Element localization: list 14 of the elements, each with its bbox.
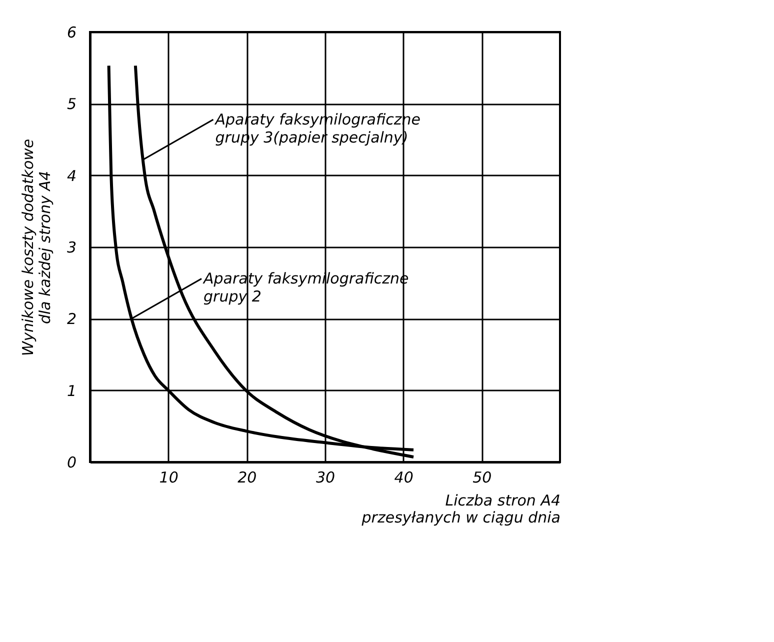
x-tick-label: 40 (394, 468, 414, 486)
x-tick-label: 10 (159, 468, 178, 486)
x-tick-label: 20 (238, 468, 257, 486)
x-axis-title: Liczba stron A4 przesyłanych w ciągu dnia (360, 492, 560, 526)
x-tick-label: 50 (472, 468, 492, 486)
y-tick-label: 4 (66, 166, 76, 185)
x-tick-label: 30 (316, 468, 336, 486)
y-tick-label: 1 (66, 382, 76, 400)
y-tick-label: 6 (66, 24, 76, 42)
y-tick-label: 5 (66, 95, 76, 114)
y-tick-label: 0 (66, 454, 76, 472)
y-tick-label: 3 (66, 238, 76, 256)
y-axis-title: Wynikowe koszty dodatkowe dla każdej strony A4 (18, 138, 54, 356)
y-tick-label: 2 (66, 310, 76, 328)
